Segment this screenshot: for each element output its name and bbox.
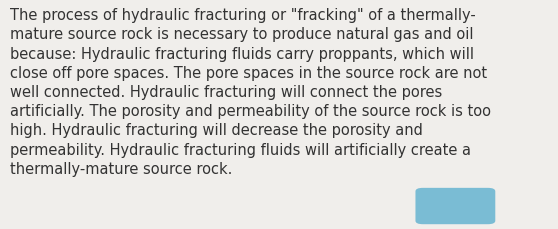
Text: The process of hydraulic fracturing or "fracking" of a thermally-
mature source : The process of hydraulic fracturing or "… — [11, 8, 492, 176]
FancyBboxPatch shape — [416, 188, 496, 224]
